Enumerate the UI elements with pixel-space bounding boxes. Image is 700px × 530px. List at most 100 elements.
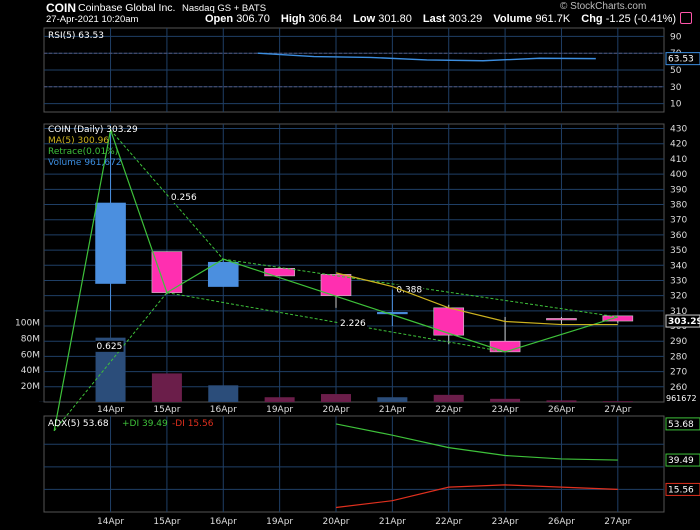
price-tick-label: 400	[670, 170, 687, 180]
candle-body	[151, 251, 183, 293]
candle-body	[433, 307, 465, 336]
volume-bar	[321, 394, 351, 402]
rsi-tick-label: 10	[670, 100, 682, 110]
price-last-label: 303.29	[668, 317, 700, 327]
price-tick-label: 280	[670, 352, 687, 362]
volume-tick-label: 40M	[21, 366, 40, 376]
volume-bar	[151, 373, 182, 402]
ohlc-summary: Open 306.70 High 306.84 Low 301.80 Last …	[205, 13, 684, 25]
open-label: Open	[205, 13, 234, 25]
price-panel-frame	[43, 123, 665, 403]
x-tick-label-bottom: 22Apr	[435, 517, 462, 527]
candle-body	[546, 318, 577, 321]
x-tick-label-bottom: 23Apr	[492, 517, 519, 527]
rsi-last-badge	[665, 52, 700, 66]
minus-di-line	[335, 484, 618, 509]
volume-tick-label: 80M	[21, 334, 40, 344]
retrace-legend: Retrace(0.01%)	[48, 147, 118, 157]
x-tick-label-bottom: 19Apr	[266, 517, 293, 527]
x-tick-label: 21Apr	[379, 405, 406, 415]
retrace-ratio-label: 0.256	[171, 193, 197, 203]
candle-body	[207, 261, 239, 287]
rsi-tick-label: 90	[670, 32, 682, 42]
minus-di-legend: -DI 15.56	[172, 419, 214, 429]
retrace-label-bg	[95, 340, 124, 352]
adx-panel-frame	[43, 415, 665, 513]
rsi-legend: RSI(5) 63.53	[48, 31, 104, 41]
price-tick-label: 370	[670, 216, 687, 226]
x-tick-label-bottom: 21Apr	[379, 517, 406, 527]
volume-bar	[377, 397, 408, 402]
price-tick-label: 420	[670, 140, 687, 150]
x-tick-label-bottom: 20Apr	[322, 517, 349, 527]
high-label: High	[280, 13, 306, 25]
price-legend: COIN (Daily) 303.29	[48, 125, 138, 135]
price-tick-label: 330	[670, 276, 687, 286]
x-tick-label: 16Apr	[210, 405, 237, 415]
x-tick-label-bottom: 15Apr	[153, 517, 180, 527]
rsi-last-label: 63.53	[668, 55, 694, 65]
retrace-label-bg	[395, 284, 424, 296]
volume-bar	[490, 398, 521, 402]
candle-body	[377, 312, 408, 315]
volume-bar	[208, 385, 239, 402]
last-value: 303.29	[448, 13, 483, 25]
price-tick-label: 350	[670, 246, 687, 256]
volume-bar	[264, 397, 295, 402]
x-tick-label-bottom: 14Apr	[97, 517, 124, 527]
price-tick-label: 320	[670, 292, 687, 302]
rsi-series-line	[257, 52, 596, 62]
x-tick-label: 27Apr	[604, 405, 631, 415]
volume-bar	[546, 400, 577, 402]
adx-minus-badge	[665, 482, 700, 496]
volume-last-label: 961672	[666, 394, 697, 403]
datetime-label: 27-Apr-2021 10:20am	[46, 14, 139, 25]
adx-minus-label: 15.56	[668, 485, 694, 495]
retrace-ratio-label: 2.226	[340, 319, 366, 329]
retrace-label-bg	[169, 191, 198, 203]
adx-plus-badge	[665, 453, 700, 467]
x-tick-label: 26Apr	[548, 405, 575, 415]
x-tick-label: 19Apr	[266, 405, 293, 415]
volume-tick-label: 100M	[15, 319, 40, 329]
price-tick-label: 410	[670, 155, 687, 165]
high-value: 306.84	[308, 13, 343, 25]
volume-bar	[433, 394, 464, 402]
retrace-dashed-line	[166, 292, 506, 353]
retrace-ratio-label: 0.388	[396, 286, 422, 296]
volume-tick-label: 60M	[21, 350, 40, 360]
candle-body	[264, 268, 295, 277]
chart-header: COIN Coinbase Global Inc. Nasdaq GS + BA…	[0, 0, 700, 26]
retrace-ratio-label: 0.625	[97, 342, 123, 352]
adx-plus-label: 39.49	[668, 456, 694, 466]
price-tick-label: 340	[670, 261, 687, 271]
x-tick-label-bottom: 27Apr	[604, 517, 631, 527]
x-tick-label: 20Apr	[322, 405, 349, 415]
last-label: Last	[422, 13, 446, 25]
settings-icon[interactable]	[680, 12, 692, 24]
retrace-zigzag-line	[53, 127, 618, 431]
price-tick-label: 290	[670, 337, 687, 347]
chg-label: Chg	[581, 13, 603, 25]
price-tick-label: 390	[670, 185, 687, 195]
ticker-symbol: COIN	[46, 1, 76, 15]
price-tick-label: 430	[670, 125, 687, 135]
x-tick-label-bottom: 16Apr	[210, 517, 237, 527]
volume-value: 961.7K	[535, 13, 571, 25]
ma-legend: MA(5) 300.96	[48, 136, 109, 146]
x-tick-label: 22Apr	[435, 405, 462, 415]
volume-bar	[602, 401, 633, 402]
exchange-label: Nasdaq GS + BATS	[182, 3, 267, 14]
adx-adx-label: 53.68	[668, 420, 694, 430]
volume-legend: Volume 961,672	[48, 158, 122, 168]
low-value: 301.80	[378, 13, 412, 25]
x-tick-label-bottom: 26Apr	[548, 517, 575, 527]
price-tick-label: 380	[670, 201, 687, 211]
adx-legend: ADX(5) 53.68	[48, 419, 109, 429]
low-label: Low	[353, 13, 376, 25]
price-tick-label: 270	[670, 368, 687, 378]
stockcharts-brand: © StockCharts.com	[560, 1, 647, 12]
company-name: Coinbase Global Inc.	[78, 2, 176, 14]
adx-line	[335, 423, 618, 461]
